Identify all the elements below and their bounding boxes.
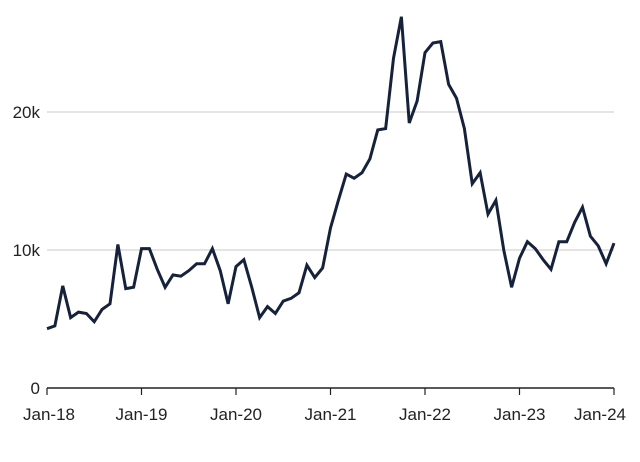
- y-tick-label: 20k: [13, 103, 41, 122]
- x-tick-label: Jan-18: [23, 405, 75, 424]
- x-tick-label: Jan-22: [399, 405, 451, 424]
- y-tick-label: 0: [31, 379, 40, 398]
- x-tick-label: Jan-19: [116, 405, 168, 424]
- x-tick-label: Jan-24: [574, 405, 626, 424]
- x-tick-label: Jan-23: [494, 405, 546, 424]
- y-tick-label: 10k: [13, 241, 41, 260]
- x-tick-label: Jan-20: [210, 405, 262, 424]
- y-axis-tick-labels: 0 10k 20k: [13, 103, 41, 398]
- series-line: [46, 16, 616, 331]
- x-tick-label: Jan-21: [305, 405, 357, 424]
- x-axis-ticks: Jan-18 Jan-19 Jan-20 Jan-21 Jan-22 Jan-23 Jan-…: [23, 388, 626, 424]
